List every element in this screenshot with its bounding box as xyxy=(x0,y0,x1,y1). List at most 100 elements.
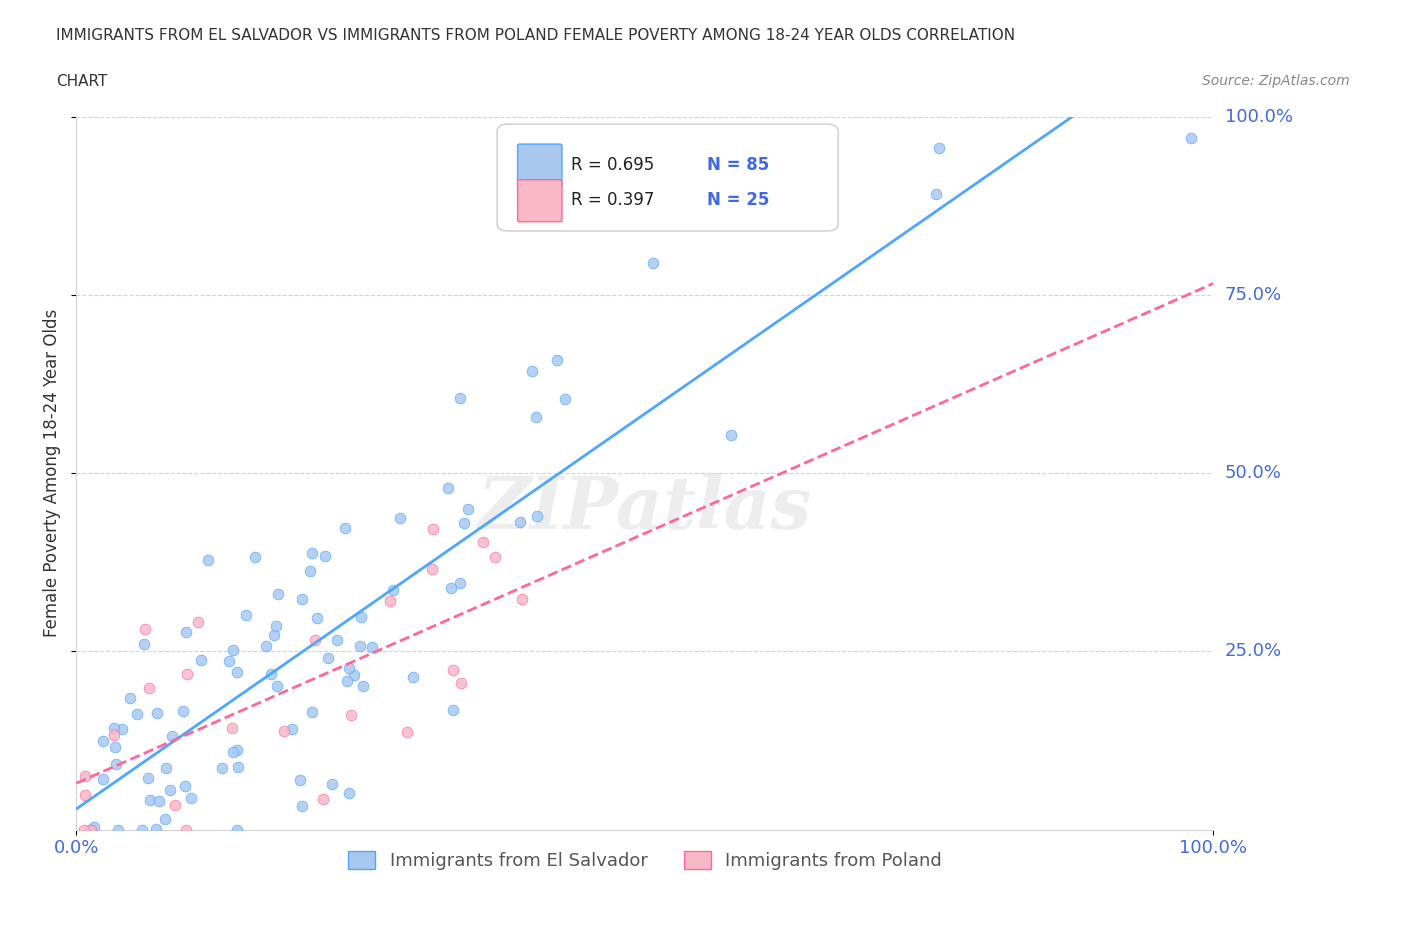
Point xyxy=(107,822,129,837)
Point xyxy=(520,364,543,379)
Point xyxy=(524,409,547,424)
Point xyxy=(395,724,418,739)
Point xyxy=(211,760,233,775)
Point xyxy=(301,704,323,719)
Point xyxy=(350,610,373,625)
Point xyxy=(546,352,568,367)
Point xyxy=(162,729,184,744)
Point xyxy=(145,821,167,836)
Point xyxy=(339,786,361,801)
Point xyxy=(402,670,425,684)
Point xyxy=(449,575,471,590)
Point xyxy=(264,618,287,633)
Point xyxy=(221,721,243,736)
FancyBboxPatch shape xyxy=(517,144,562,186)
Point xyxy=(266,679,288,694)
Point xyxy=(925,187,948,202)
Point xyxy=(176,667,198,682)
Point xyxy=(471,535,494,550)
Point xyxy=(641,255,664,270)
Point xyxy=(337,660,360,675)
Point xyxy=(440,580,463,595)
Text: 50.0%: 50.0% xyxy=(1225,464,1281,483)
Point xyxy=(187,614,209,629)
Point xyxy=(134,621,156,636)
Text: R = 0.397: R = 0.397 xyxy=(571,192,654,209)
Text: 100.0%: 100.0% xyxy=(1225,108,1292,126)
Point xyxy=(484,550,506,565)
Point xyxy=(146,706,169,721)
Legend: Immigrants from El Salvador, Immigrants from Poland: Immigrants from El Salvador, Immigrants … xyxy=(340,844,949,878)
Point xyxy=(301,546,323,561)
Point xyxy=(291,798,314,813)
Point xyxy=(457,501,479,516)
Text: 25.0%: 25.0% xyxy=(1225,643,1282,660)
Point xyxy=(336,673,359,688)
Point xyxy=(509,514,531,529)
Point xyxy=(138,681,160,696)
Point xyxy=(281,722,304,737)
Point xyxy=(388,511,411,525)
Point xyxy=(273,724,295,738)
Point xyxy=(91,734,114,749)
Point xyxy=(79,822,101,837)
Point xyxy=(226,759,249,774)
Point xyxy=(226,822,249,837)
FancyBboxPatch shape xyxy=(498,124,838,231)
Point xyxy=(176,822,198,837)
Point xyxy=(83,819,105,834)
Point xyxy=(91,771,114,786)
Point xyxy=(422,522,444,537)
Point xyxy=(163,797,186,812)
Point xyxy=(298,564,321,578)
Point xyxy=(326,632,349,647)
Point xyxy=(174,778,197,793)
Point xyxy=(222,643,245,658)
Point xyxy=(174,625,197,640)
Point xyxy=(260,666,283,681)
Point xyxy=(720,427,742,442)
FancyBboxPatch shape xyxy=(517,179,562,221)
Point xyxy=(343,668,366,683)
Point xyxy=(254,638,277,653)
Point xyxy=(304,632,326,647)
Point xyxy=(378,593,401,608)
Point xyxy=(226,742,249,757)
Text: CHART: CHART xyxy=(56,74,108,89)
Point xyxy=(153,811,176,826)
Point xyxy=(218,654,240,669)
Point xyxy=(360,640,382,655)
Point xyxy=(267,586,290,601)
Text: ZIPatlas: ZIPatlas xyxy=(478,473,813,544)
Point xyxy=(148,793,170,808)
Text: 75.0%: 75.0% xyxy=(1225,286,1282,304)
Point xyxy=(104,756,127,771)
Point xyxy=(180,790,202,805)
Point xyxy=(449,391,471,405)
Point xyxy=(73,769,96,784)
Point xyxy=(263,628,285,643)
Point xyxy=(136,770,159,785)
Point xyxy=(1180,131,1202,146)
Point xyxy=(450,675,472,690)
Text: IMMIGRANTS FROM EL SALVADOR VS IMMIGRANTS FROM POLAND FEMALE POVERTY AMONG 18-24: IMMIGRANTS FROM EL SALVADOR VS IMMIGRANT… xyxy=(56,28,1015,43)
Point xyxy=(243,550,266,565)
Point xyxy=(291,592,314,607)
Point xyxy=(139,792,162,807)
Point xyxy=(453,515,475,530)
Text: Source: ZipAtlas.com: Source: ZipAtlas.com xyxy=(1202,74,1350,88)
Point xyxy=(127,707,149,722)
Point xyxy=(190,653,212,668)
Point xyxy=(321,777,343,791)
Point xyxy=(235,607,257,622)
Point xyxy=(436,481,458,496)
Point xyxy=(349,638,371,653)
Text: R = 0.695: R = 0.695 xyxy=(571,155,654,174)
Point xyxy=(104,739,127,754)
Point xyxy=(73,788,96,803)
Point xyxy=(73,822,96,837)
Point xyxy=(80,822,103,837)
Point xyxy=(197,553,219,568)
Point xyxy=(928,140,950,155)
Point xyxy=(510,591,533,606)
